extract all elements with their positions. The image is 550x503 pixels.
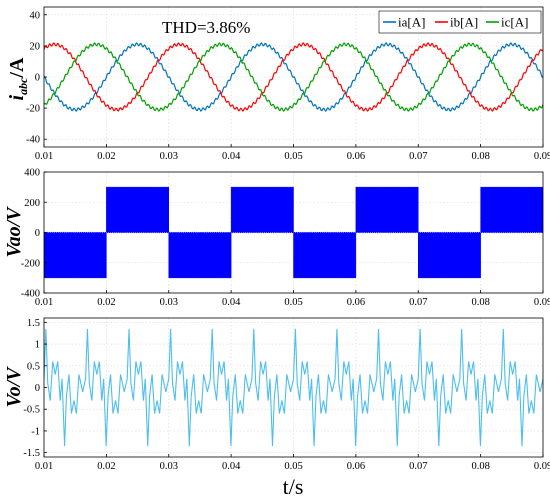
y-tick-label: 1	[35, 340, 40, 351]
x-tick-label: 0.06	[347, 297, 365, 308]
vao-switching-block	[230, 186, 294, 234]
y-tick-label: 200	[24, 198, 40, 209]
x-tick-label: 0.01	[35, 297, 53, 308]
x-tick-label: 0.02	[97, 461, 115, 472]
y-tick-label: -1.5	[23, 448, 40, 459]
y-tick-label: -20	[26, 104, 40, 115]
y-tick-label: 1.5	[27, 318, 40, 329]
x-tick-label: 0.06	[347, 461, 365, 472]
panel-3: 0.01 0.02 0.03 0.04 0.05 0.06 0.07 0.08 0.09 1.5 1…	[3, 317, 550, 472]
plot-area	[44, 42, 543, 112]
vao-switching-block	[480, 186, 543, 234]
x-tick-label: 0.03	[160, 151, 178, 162]
vo-series-line	[44, 328, 543, 447]
series-line-ia[A]	[44, 42, 543, 112]
x-tick-label: 0.09	[534, 151, 550, 162]
y-axis-label: iabc/A	[6, 57, 30, 100]
thd-annotation: THD=3.86%	[162, 18, 250, 37]
x-tick-label: 0.05	[284, 461, 302, 472]
x-tick-label: 0.01	[35, 151, 53, 162]
vao-switching-block	[355, 186, 419, 234]
y-axis-label: Vao/V	[3, 206, 25, 258]
y-tick-label: 20	[30, 41, 41, 52]
x-tick-label: 0.08	[471, 461, 489, 472]
x-tick-label: 0.08	[471, 297, 489, 308]
x-axis-label: t/s	[283, 474, 304, 499]
x-tick-label: 0.09	[534, 461, 550, 472]
vao-switching-block	[293, 231, 357, 279]
y-tick-label: -0.5	[23, 405, 40, 416]
y-tick-label: 40	[30, 10, 41, 21]
y-tick-label: -200	[21, 258, 40, 269]
y-tick-label: -400	[21, 289, 40, 300]
y-tick-label: 0	[35, 73, 40, 84]
x-tick-label: 0.05	[284, 297, 302, 308]
legend: ia[A] ib[A] ic[A]	[378, 10, 542, 34]
vao-switching-block	[168, 231, 232, 279]
plot-area	[44, 186, 543, 279]
y-tick-label: 400	[24, 168, 40, 179]
x-tick-label: 0.07	[409, 297, 427, 308]
x-tick-label: 0.07	[409, 151, 427, 162]
y-tick-label: 0.5	[27, 361, 40, 372]
x-tick-label: 0.04	[222, 297, 241, 308]
y-tick-label: 0	[35, 383, 40, 394]
x-tick-label: 0.04	[222, 461, 241, 472]
x-tick-label: 0.05	[284, 151, 302, 162]
x-tick-label: 0.08	[471, 151, 489, 162]
legend-entry: ia[A]	[398, 15, 425, 30]
y-tick-label: -40	[26, 135, 40, 146]
panel-2: 0.01 0.02 0.03 0.04 0.05 0.06 0.07 0.08 0.09 400 2…	[3, 168, 550, 309]
x-tick-label: 0.06	[347, 151, 365, 162]
y-tick-label: 0	[35, 228, 40, 239]
vao-switching-block	[418, 231, 481, 279]
x-tick-label: 0.04	[222, 151, 241, 162]
x-tick-label: 0.02	[97, 151, 115, 162]
x-tick-label: 0.03	[160, 297, 178, 308]
x-tick-label: 0.07	[409, 461, 427, 472]
vao-switching-block	[106, 186, 169, 234]
series-line-ib[A]	[44, 42, 543, 112]
legend-box	[378, 10, 542, 34]
legend-entry: ib[A]	[450, 15, 478, 30]
panel-1: 0.01 0.02 0.03 0.04 0.05 0.06 0.07 0.08 0.09 40 20…	[6, 6, 550, 162]
x-tick-label: 0.02	[97, 297, 115, 308]
plot-area	[44, 328, 543, 447]
vao-switching-block	[44, 231, 107, 279]
series-line-ic[A]	[44, 42, 543, 112]
legend-entry: ic[A]	[501, 15, 528, 30]
y-tick-label: -1	[31, 426, 40, 437]
x-tick-label: 0.09	[534, 297, 550, 308]
y-axis-label: Vo/V	[3, 366, 25, 408]
x-tick-label: 0.01	[35, 461, 53, 472]
x-tick-label: 0.03	[160, 461, 178, 472]
